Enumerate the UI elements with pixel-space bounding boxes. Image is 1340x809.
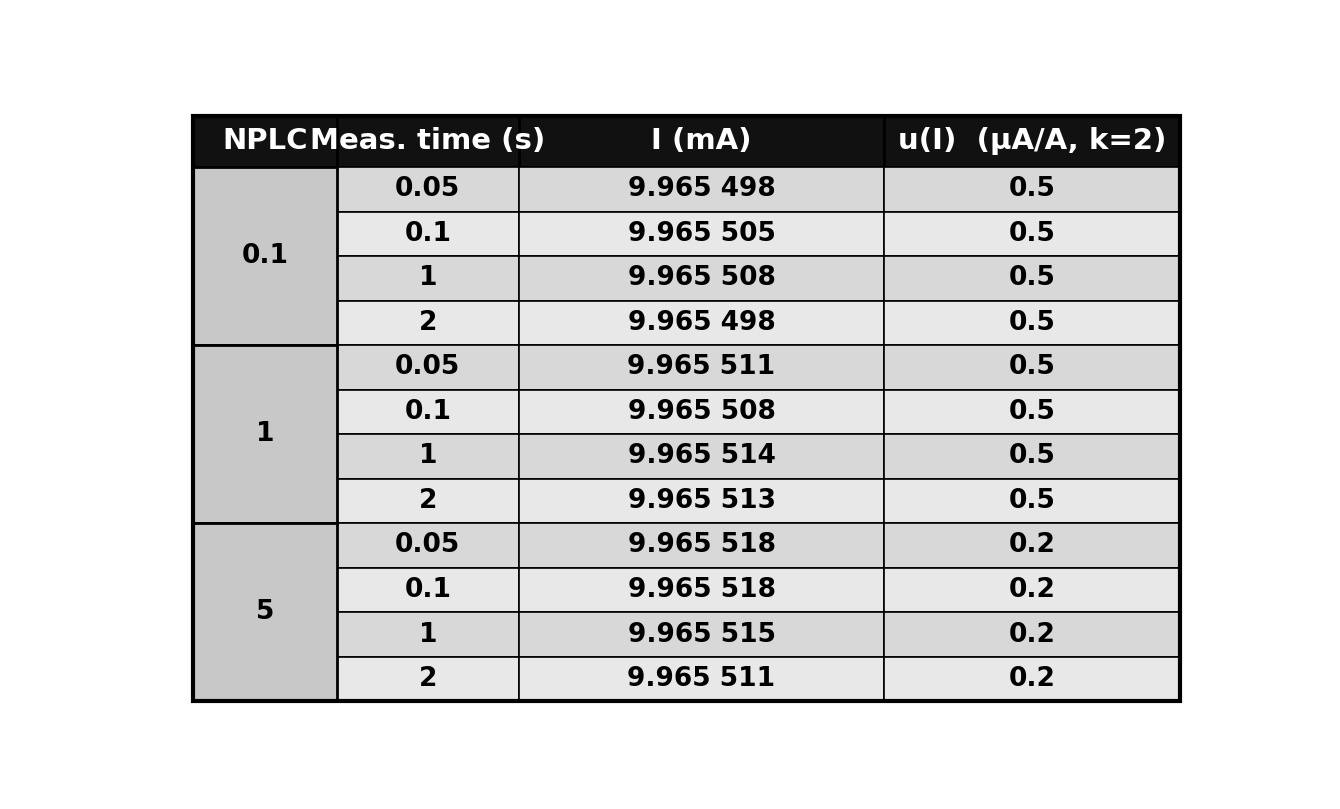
Bar (193, 301, 336, 345)
Bar (336, 657, 519, 701)
Bar (519, 657, 884, 701)
Bar (193, 612, 336, 657)
Text: 0.5: 0.5 (1009, 265, 1056, 291)
Bar (193, 434, 336, 479)
Bar (193, 256, 336, 301)
Bar (193, 345, 336, 523)
Bar (193, 523, 336, 701)
Bar (519, 256, 884, 301)
Bar (193, 116, 336, 167)
Bar (193, 211, 336, 256)
Text: 0.5: 0.5 (1009, 399, 1056, 425)
Text: 2: 2 (418, 666, 437, 692)
Text: 9.965 513: 9.965 513 (627, 488, 776, 514)
Bar (884, 523, 1181, 568)
Text: 2: 2 (418, 310, 437, 336)
Text: 9.965 518: 9.965 518 (627, 577, 776, 603)
Text: 0.05: 0.05 (395, 176, 461, 202)
Text: 1: 1 (418, 621, 437, 647)
Text: 9.965 515: 9.965 515 (627, 621, 776, 647)
Bar (519, 612, 884, 657)
Bar (193, 167, 336, 345)
Text: 0.1: 0.1 (405, 399, 452, 425)
Text: 9.965 508: 9.965 508 (627, 399, 776, 425)
Bar (193, 390, 336, 434)
Bar (884, 612, 1181, 657)
Text: 0.5: 0.5 (1009, 176, 1056, 202)
Text: 0.5: 0.5 (1009, 310, 1056, 336)
Text: 0.2: 0.2 (1009, 621, 1056, 647)
Text: 9.965 505: 9.965 505 (627, 221, 776, 247)
Bar (884, 301, 1181, 345)
Text: 0.2: 0.2 (1009, 666, 1056, 692)
Bar (519, 523, 884, 568)
Text: 1: 1 (418, 265, 437, 291)
Bar (193, 479, 336, 523)
Text: 0.5: 0.5 (1009, 354, 1056, 380)
Text: 1: 1 (418, 443, 437, 469)
Bar (336, 116, 519, 167)
Text: 0.1: 0.1 (241, 243, 288, 269)
Text: Meas. time (s): Meas. time (s) (310, 127, 545, 155)
Text: 0.1: 0.1 (405, 577, 452, 603)
Bar (519, 345, 884, 390)
Text: 9.965 498: 9.965 498 (627, 176, 776, 202)
Text: 9.965 508: 9.965 508 (627, 265, 776, 291)
Bar (336, 523, 519, 568)
Text: 0.5: 0.5 (1009, 221, 1056, 247)
Bar (519, 434, 884, 479)
Text: 0.05: 0.05 (395, 532, 461, 558)
Text: 9.965 514: 9.965 514 (627, 443, 776, 469)
Bar (193, 523, 336, 568)
Bar (884, 479, 1181, 523)
Bar (884, 657, 1181, 701)
Bar (519, 211, 884, 256)
Text: 9.965 511: 9.965 511 (627, 666, 776, 692)
Bar (884, 434, 1181, 479)
Text: 0.1: 0.1 (405, 221, 452, 247)
Bar (336, 612, 519, 657)
Bar (193, 345, 336, 390)
Bar (336, 301, 519, 345)
Bar (336, 434, 519, 479)
Bar (519, 390, 884, 434)
Bar (884, 167, 1181, 211)
Bar (336, 568, 519, 612)
Text: 0.2: 0.2 (1009, 532, 1056, 558)
Bar (336, 479, 519, 523)
Text: 9.965 511: 9.965 511 (627, 354, 776, 380)
Bar (884, 568, 1181, 612)
Bar (193, 568, 336, 612)
Text: I (mA): I (mA) (651, 127, 752, 155)
Bar (336, 211, 519, 256)
Bar (884, 256, 1181, 301)
Text: 5: 5 (256, 599, 275, 625)
Text: 2: 2 (418, 488, 437, 514)
Text: 9.965 498: 9.965 498 (627, 310, 776, 336)
Bar (884, 390, 1181, 434)
Bar (519, 301, 884, 345)
Bar (884, 116, 1181, 167)
Bar (336, 390, 519, 434)
Bar (336, 256, 519, 301)
Bar (884, 345, 1181, 390)
Text: 0.2: 0.2 (1009, 577, 1056, 603)
Bar (193, 657, 336, 701)
Bar (519, 479, 884, 523)
Bar (519, 568, 884, 612)
Text: 0.5: 0.5 (1009, 488, 1056, 514)
Bar (519, 116, 884, 167)
Text: 1: 1 (256, 421, 275, 447)
Text: NPLC: NPLC (222, 127, 308, 155)
Bar (884, 211, 1181, 256)
Text: 0.05: 0.05 (395, 354, 461, 380)
Text: 0.5: 0.5 (1009, 443, 1056, 469)
Bar (193, 167, 336, 211)
Text: 9.965 518: 9.965 518 (627, 532, 776, 558)
Bar (519, 167, 884, 211)
Bar (336, 167, 519, 211)
Text: u(I)  (μA/A, k=2): u(I) (μA/A, k=2) (898, 127, 1166, 155)
Bar (336, 345, 519, 390)
